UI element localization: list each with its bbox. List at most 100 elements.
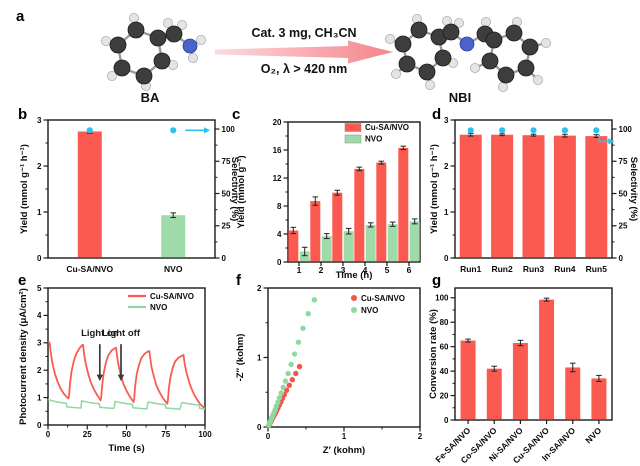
chart-text: Run1 — [460, 264, 482, 274]
annotation-arrowhead — [117, 374, 125, 382]
scatter-point — [296, 363, 303, 370]
chart-text: 0 — [277, 258, 282, 267]
chart-text: 25 — [619, 222, 628, 231]
chart-text: 4 — [363, 265, 368, 275]
hydrogen-atom — [176, 19, 187, 30]
chart-text: 2 — [257, 284, 262, 293]
plot-frame — [267, 287, 421, 428]
chart-text: Selectivity (%) — [628, 157, 639, 221]
chart-text: 100 — [222, 125, 236, 134]
hydrogen-atom — [187, 53, 198, 64]
chart-text: Run5 — [586, 264, 608, 274]
scatter-point — [291, 351, 298, 357]
reaction-arrow — [215, 40, 393, 64]
bar — [398, 147, 409, 262]
carbon-atom — [434, 49, 452, 67]
chart-text: Yield (mmol g⁻¹ h⁻¹) — [19, 144, 30, 234]
chart-text: NVO — [150, 303, 167, 312]
hydrogen-atom — [453, 17, 464, 28]
hydrogen-atom — [101, 36, 112, 47]
panel-d-label: d — [432, 106, 442, 123]
selectivity-dot — [467, 127, 474, 134]
bar — [409, 221, 420, 262]
scatter-point — [275, 399, 281, 406]
chart-text: Selectivity (%) — [229, 157, 240, 221]
annotation-arrowhead — [96, 374, 104, 382]
carbon-atom — [517, 59, 535, 77]
bar — [591, 378, 607, 420]
chart-text: 100 — [619, 125, 633, 134]
bar — [77, 131, 102, 258]
bar — [539, 299, 555, 420]
reactant-label: BA — [140, 90, 160, 105]
chart-text: 80 — [440, 318, 449, 327]
scatter-point — [305, 311, 311, 317]
scatter-point — [278, 390, 284, 396]
chart-text: Cu-SA/NVO — [150, 292, 194, 301]
selectivity-dot — [561, 127, 568, 134]
chart-text: 4 — [37, 311, 42, 320]
bar — [585, 136, 608, 258]
selectivity-dot — [499, 127, 506, 134]
chart-text: 1 — [37, 208, 42, 217]
carbon-atom — [153, 52, 171, 70]
hydrogen-atom — [533, 75, 544, 86]
product-label: NBI — [448, 90, 472, 105]
chart-text: 2 — [418, 432, 423, 441]
bar — [288, 230, 299, 262]
carbon-atom — [418, 63, 436, 81]
chart-text: 1 — [297, 265, 302, 275]
chart-text: 60 — [440, 342, 449, 351]
chart-text: 1 — [37, 393, 42, 402]
selectivity-axis-arrowhead — [608, 138, 615, 145]
bar — [565, 367, 581, 420]
legend-swatch — [344, 123, 362, 132]
reaction-conditions-bottom: O₂, λ > 420 nm — [260, 62, 348, 76]
chart-text: 25 — [83, 430, 92, 439]
chart-text: Photocurrent density (μA/cm²) — [18, 288, 29, 425]
scatter-point — [295, 339, 302, 345]
panel-f-label: f — [236, 272, 241, 289]
chart-text: Run3 — [523, 264, 545, 274]
chart-text: 100 — [198, 430, 212, 439]
carbon-atom — [398, 55, 416, 73]
hydrogen-atom — [390, 69, 401, 80]
panel-e-label: e — [18, 272, 27, 289]
carbon-atom — [113, 59, 131, 77]
panel-b-chart: 0 1 2 3 Yield (mmol g⁻¹ h⁻¹) 0 25 50 75 100 Select… — [19, 116, 240, 274]
curve-NVO — [47, 398, 206, 410]
chart-text: 6 — [407, 265, 412, 275]
bar — [310, 201, 321, 262]
chart-text: Time (s) — [108, 443, 144, 454]
panel-e-chart: 0 1 2 3 4 5 Photocurrent density (μA/cm²) 0 25 50… — [18, 284, 212, 454]
carbon-atom — [505, 24, 523, 42]
legend-swatch — [344, 134, 362, 144]
reaction-scheme — [101, 12, 552, 93]
chart-text: Run2 — [491, 264, 513, 274]
hydrogen-atom — [195, 35, 206, 46]
scatter-point — [289, 377, 296, 383]
chart-text: 0 — [619, 254, 624, 263]
carbon-atom — [109, 36, 127, 54]
chart-text: 3 — [37, 339, 42, 348]
chart-text: -Z″ (kohm) — [235, 334, 246, 382]
chart-text: NVO — [164, 264, 183, 274]
hydrogen-atom — [128, 12, 139, 23]
chart-text: 5 — [385, 265, 390, 275]
chart-text: NVO — [365, 135, 382, 144]
plot-frame — [454, 287, 613, 421]
selectivity-dot — [593, 127, 600, 134]
carbon-atom — [497, 66, 515, 84]
bar — [522, 135, 545, 258]
hydrogen-atom — [107, 71, 118, 82]
nitrogen-atom — [182, 38, 198, 54]
chart-text: 75 — [161, 430, 170, 439]
scatter-point — [293, 370, 299, 377]
bar — [512, 343, 528, 420]
chart-text: 2 — [37, 366, 42, 375]
carbon-atom — [481, 52, 499, 70]
curve-Cu-SA/NVO — [47, 341, 206, 409]
carbon-atom — [149, 29, 167, 47]
scatter-point — [280, 384, 286, 391]
